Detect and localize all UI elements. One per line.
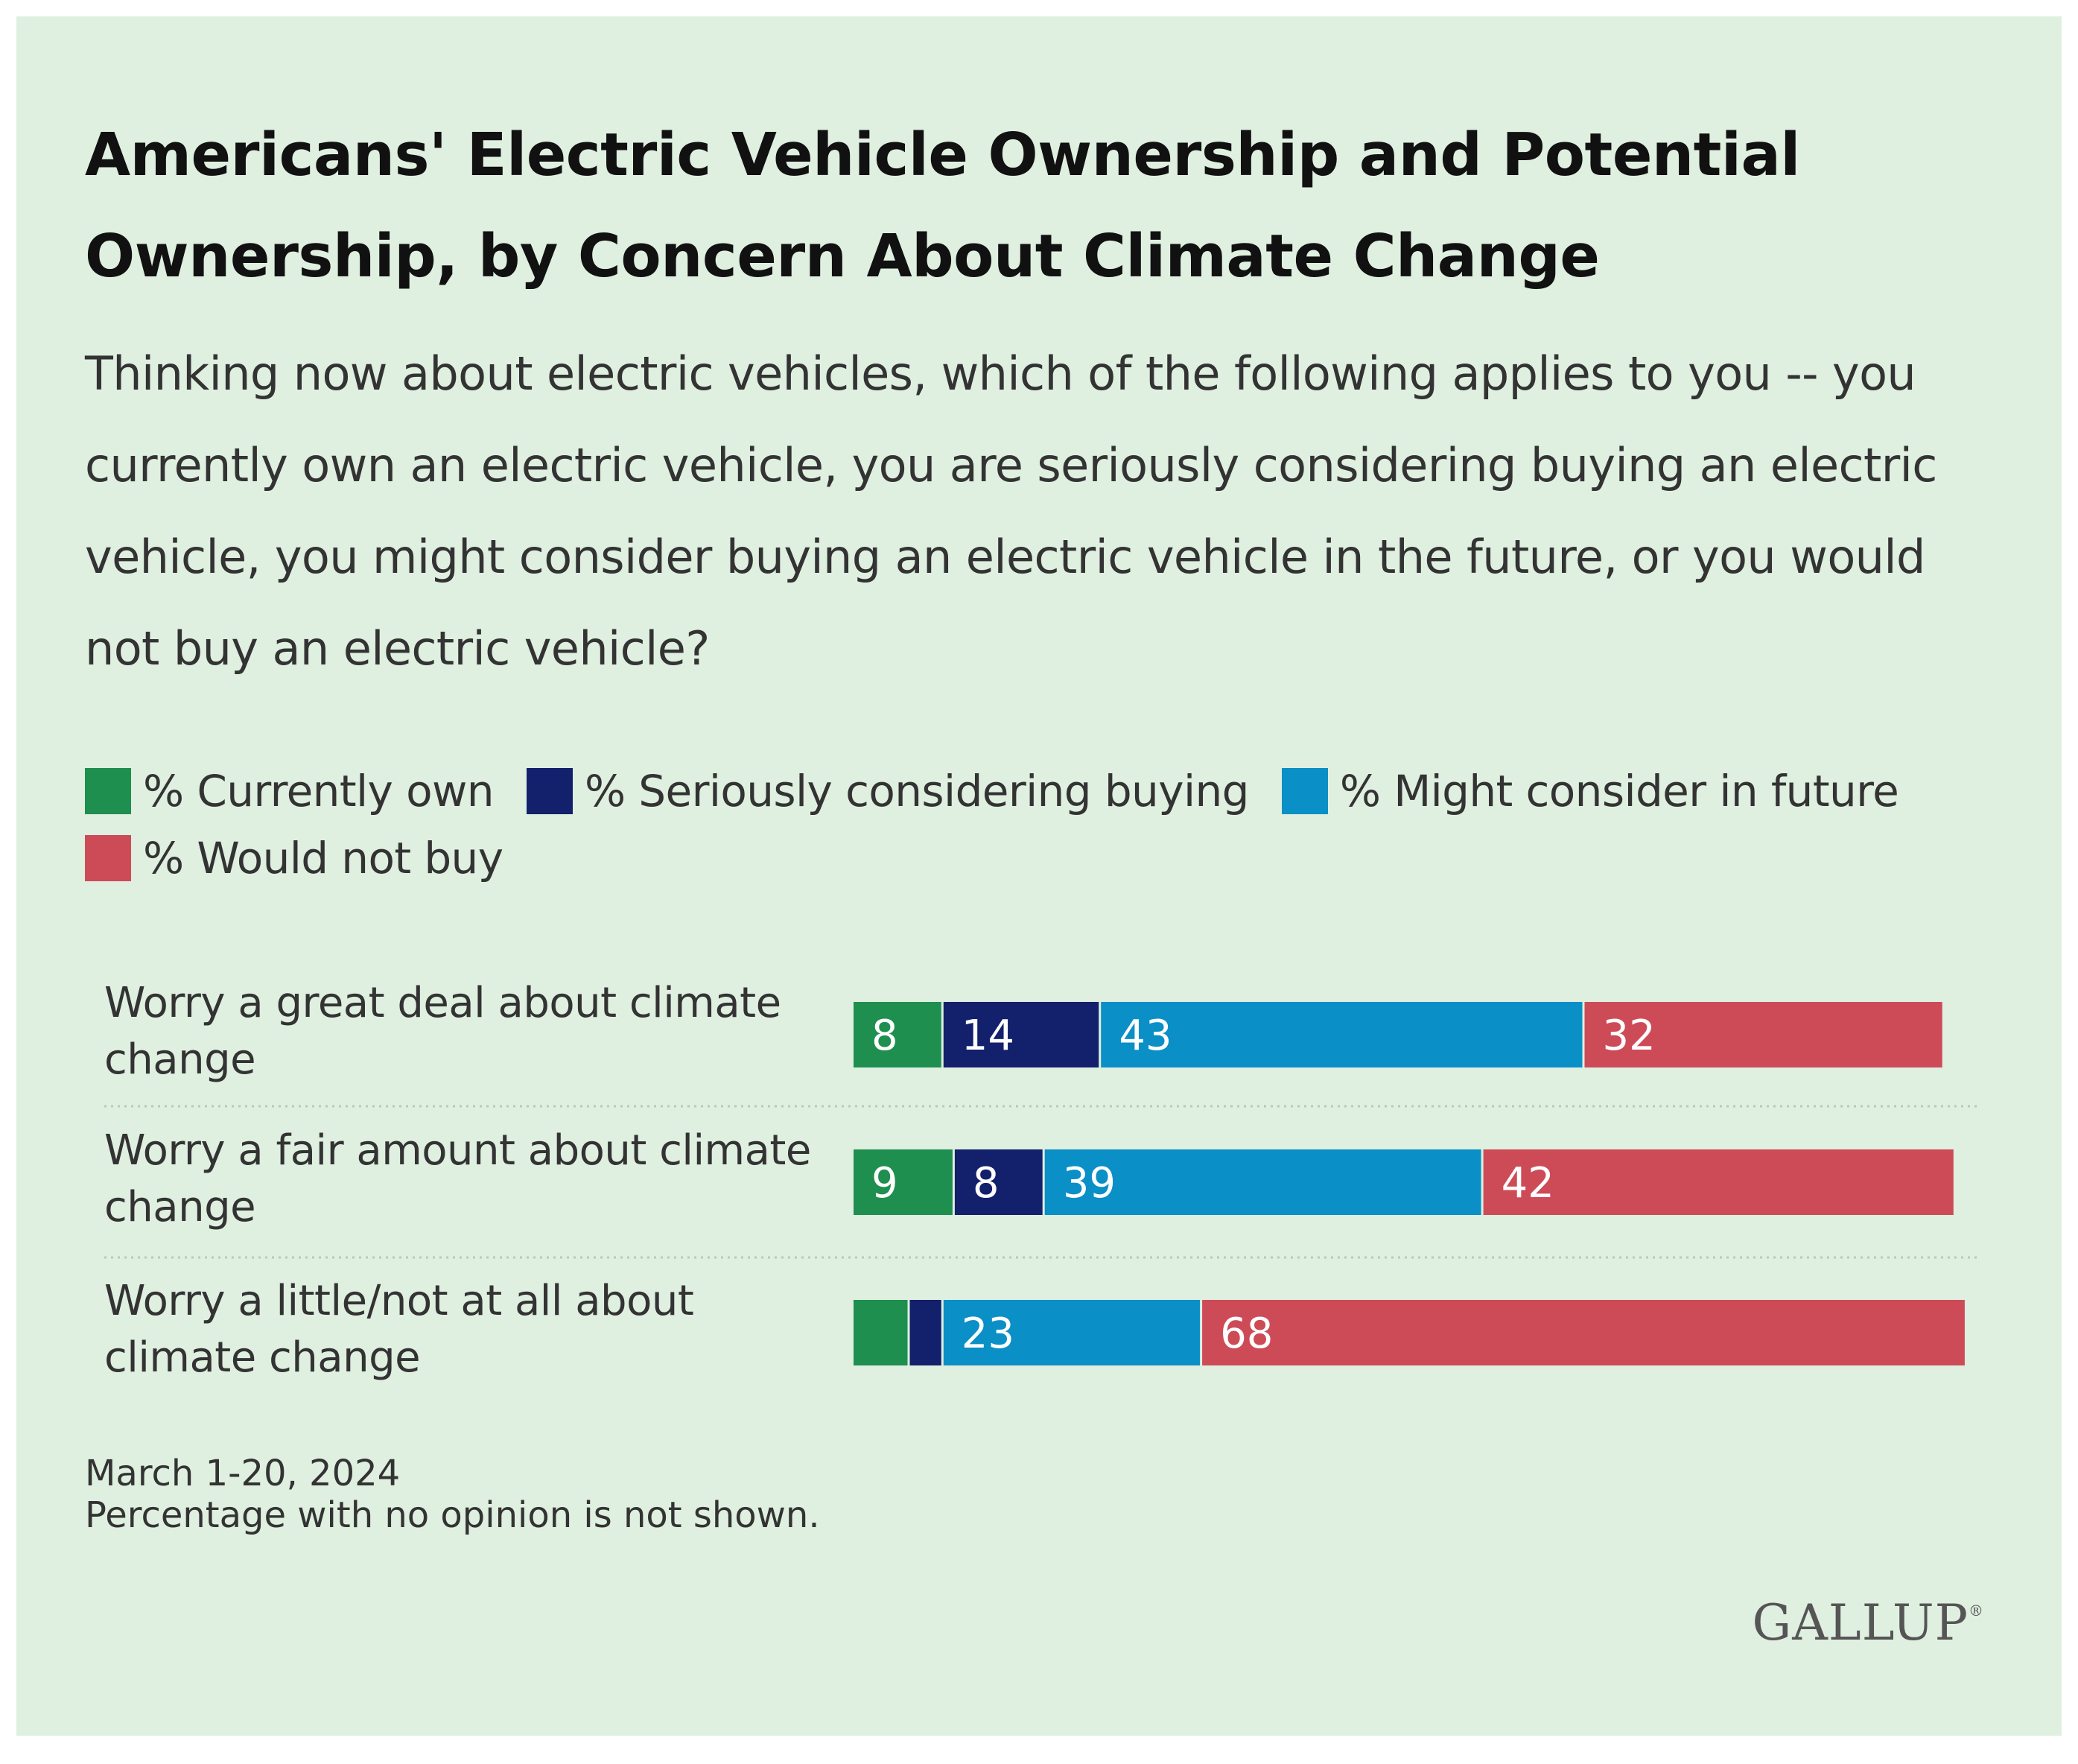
legend-item-seriously-considering: % Seriously considering buying xyxy=(526,766,1249,816)
footnote-date: March 1-20, 2024 xyxy=(85,1453,401,1494)
legend-swatch-would-not-buy xyxy=(85,835,131,881)
bar-segment xyxy=(954,1149,1043,1215)
chart-title: Americans' Electric Vehicle Ownership an… xyxy=(85,121,1800,291)
legend-label-would-not-buy: % Would not buy xyxy=(143,833,503,883)
legend-item-would-not-buy: % Would not buy xyxy=(85,833,503,883)
gallup-logo-text: GALLUP xyxy=(1752,1594,1969,1652)
bar-value-label: 43 xyxy=(1119,1012,1172,1060)
bar-segment xyxy=(854,1149,953,1215)
legend-label-might-consider: % Might consider in future xyxy=(1339,766,1899,816)
bar-segment xyxy=(1483,1149,1954,1215)
footnote-note: Percentage with no opinion is not shown. xyxy=(85,1494,820,1536)
bar-segment xyxy=(1202,1300,1965,1365)
bar-value-label: 23 xyxy=(962,1310,1014,1358)
bar-segment xyxy=(854,1002,941,1067)
bar-value-label: 8 xyxy=(871,1012,898,1060)
bar-value-label: 9 xyxy=(871,1159,898,1208)
legend-swatch-seriously-considering xyxy=(526,768,573,814)
bar-segment xyxy=(943,1300,1201,1365)
bar-value-label: 42 xyxy=(1502,1159,1554,1208)
footnote: March 1-20, 2024 Percentage with no opin… xyxy=(85,1453,820,1536)
legend: % Currently own % Seriously considering … xyxy=(85,760,2021,889)
bar-segment xyxy=(854,1300,908,1365)
legend-swatch-currently-own xyxy=(85,768,131,814)
bar-value-label: 14 xyxy=(962,1012,1014,1060)
bar-segment xyxy=(1044,1149,1481,1215)
bar-segment xyxy=(909,1300,941,1365)
legend-swatch-might-consider xyxy=(1281,768,1328,814)
chart-card xyxy=(16,16,2062,1736)
row-label: Worry a fair amount about climate change xyxy=(104,1126,811,1231)
row-label: Worry a little/not at all about climate c… xyxy=(104,1277,693,1382)
bar-segment xyxy=(1101,1002,1583,1067)
row-label: Worry a great deal about climate change xyxy=(104,979,781,1084)
legend-item-currently-own: % Currently own xyxy=(85,766,495,816)
bar-value-label: 32 xyxy=(1603,1012,1656,1060)
bar-segment xyxy=(943,1002,1099,1067)
bar-value-label: 68 xyxy=(1220,1310,1273,1358)
survey-question: Thinking now about electric vehicles, wh… xyxy=(85,346,1937,676)
legend-item-might-consider: % Might consider in future xyxy=(1281,766,1899,816)
bar-value-label: 39 xyxy=(1063,1159,1116,1208)
bar-segment xyxy=(1584,1002,1942,1067)
legend-label-currently-own: % Currently own xyxy=(143,766,495,816)
gallup-logo: GALLUP® xyxy=(1752,1594,1984,1652)
legend-label-seriously-considering: % Seriously considering buying xyxy=(584,766,1249,816)
bar-value-label: 8 xyxy=(973,1159,1000,1208)
